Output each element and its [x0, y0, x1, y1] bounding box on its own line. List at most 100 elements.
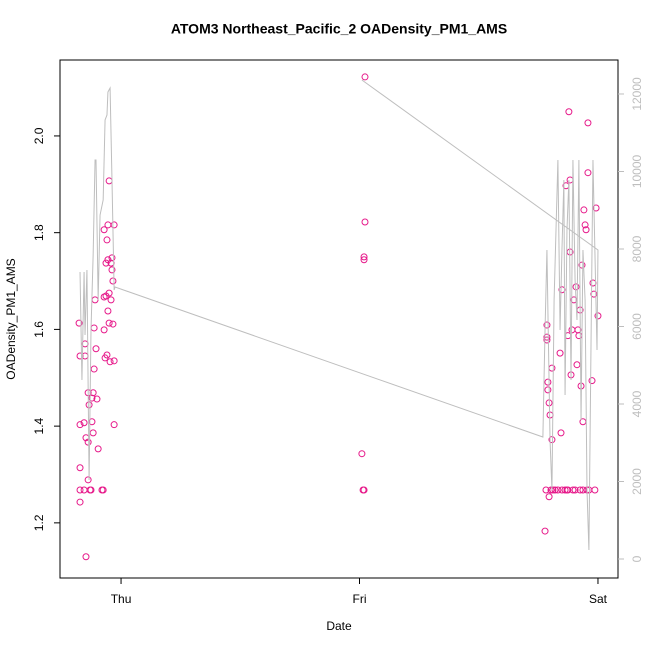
point	[590, 290, 598, 298]
point	[547, 486, 555, 494]
point	[549, 486, 557, 494]
point	[75, 319, 83, 327]
point	[582, 226, 590, 234]
y-axis-label: OADensity_PM1_AMS	[4, 258, 18, 379]
point	[103, 236, 111, 244]
point	[548, 436, 556, 444]
point	[90, 365, 98, 373]
point	[106, 358, 114, 366]
point	[105, 289, 113, 297]
point	[80, 419, 88, 427]
point	[85, 401, 93, 409]
point	[358, 450, 366, 458]
point	[82, 553, 90, 561]
y-tick-label: 1.2	[32, 514, 46, 531]
y2-tick-label: 6000	[630, 313, 644, 340]
point	[565, 108, 573, 116]
point	[89, 429, 97, 437]
point	[76, 464, 84, 472]
point	[557, 429, 565, 437]
point	[561, 486, 569, 494]
x-tick-label: Sat	[589, 592, 608, 606]
point	[576, 486, 584, 494]
line	[79, 79, 599, 551]
point	[84, 476, 92, 484]
y-tick-label: 1.4	[32, 417, 46, 434]
point	[580, 206, 588, 214]
point	[361, 73, 369, 81]
point	[108, 266, 116, 274]
point	[108, 254, 116, 262]
point	[578, 261, 586, 269]
point	[581, 221, 589, 229]
y2-tick-label: 0	[630, 555, 644, 562]
y2-tick-label: 2000	[630, 468, 644, 495]
point	[91, 296, 99, 304]
point	[543, 336, 551, 344]
point	[80, 486, 88, 494]
point	[94, 445, 102, 453]
point	[76, 421, 84, 429]
point	[568, 326, 576, 334]
y-tick-label: 2.0	[32, 127, 46, 144]
point	[87, 486, 95, 494]
point	[90, 324, 98, 332]
point	[99, 486, 107, 494]
point	[361, 218, 369, 226]
point	[569, 486, 577, 494]
y-tick-label: 1.8	[32, 224, 46, 241]
chart-title: ATOM3 Northeast_Pacific_2 OADensity_PM1_…	[171, 21, 507, 37]
point	[592, 204, 600, 212]
point	[107, 296, 115, 304]
point	[566, 176, 574, 184]
point	[594, 312, 602, 320]
point	[110, 421, 118, 429]
point	[105, 319, 113, 327]
x-axis-label: Date	[326, 619, 352, 633]
point	[543, 333, 551, 341]
point	[573, 361, 581, 369]
point	[544, 386, 552, 394]
point	[542, 486, 550, 494]
point	[105, 177, 113, 185]
point	[575, 332, 583, 340]
point	[76, 498, 84, 506]
point	[109, 277, 117, 285]
point	[110, 357, 118, 365]
x-tick-label: Thu	[111, 592, 132, 606]
point	[584, 169, 592, 177]
y2-tick-label: 12000	[630, 77, 644, 111]
point	[584, 119, 592, 127]
point	[104, 307, 112, 315]
point	[572, 283, 580, 291]
y-tick-label: 1.6	[32, 321, 46, 338]
point	[564, 486, 572, 494]
point	[360, 256, 368, 264]
point	[556, 349, 564, 357]
point	[109, 320, 117, 328]
point	[93, 395, 101, 403]
point	[591, 486, 599, 494]
point	[100, 226, 108, 234]
point	[103, 351, 111, 359]
point	[545, 493, 553, 501]
point	[110, 221, 118, 229]
point	[104, 221, 112, 229]
point	[548, 364, 556, 372]
point	[92, 345, 100, 353]
point	[76, 486, 84, 494]
point	[543, 321, 551, 329]
point	[84, 438, 92, 446]
point	[588, 377, 596, 385]
y2-tick-label: 8000	[630, 235, 644, 262]
y2-tick-label: 10000	[630, 154, 644, 188]
point	[100, 326, 108, 334]
point	[541, 527, 549, 535]
point	[76, 352, 84, 360]
point	[544, 378, 552, 386]
point	[102, 259, 110, 267]
plot-box	[59, 59, 619, 579]
x-tick-label: Fri	[353, 592, 367, 606]
